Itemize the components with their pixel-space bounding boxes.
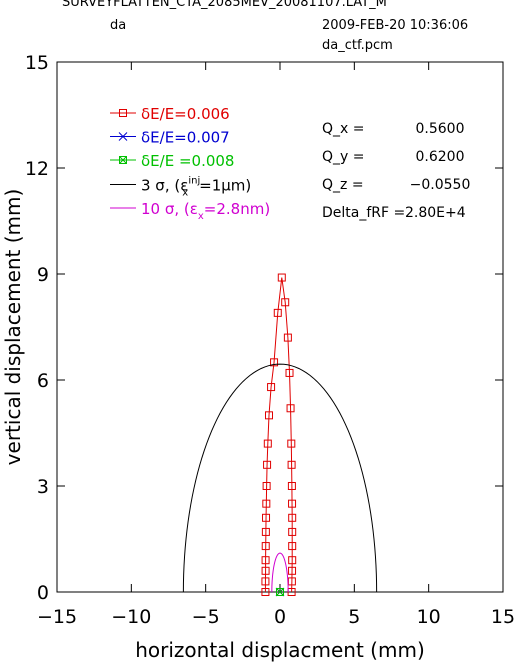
data-point-square [263, 460, 272, 469]
data-point-square [283, 333, 292, 342]
data-point-square [261, 556, 270, 565]
data-point-square [288, 527, 297, 536]
data-point-square [262, 482, 271, 490]
annotation-label-0: Q_x = [322, 121, 365, 137]
data-point-square [261, 588, 270, 596]
y-tick-label: 3 [37, 476, 49, 498]
data-point-boxed-x-cross [119, 156, 127, 164]
annotation-label-2: Q_z = [322, 177, 364, 193]
y-tick-label: 9 [37, 264, 49, 286]
legend-label-text: 10 σ, (ε [141, 200, 198, 218]
y-tick-label: 6 [37, 370, 49, 392]
data-point-square [287, 482, 296, 490]
x-tick-label: 0 [274, 606, 286, 628]
legend-label-text: 3 σ, (ε [141, 177, 188, 195]
y-axis-label: vertical displacement (mm) [1, 189, 25, 466]
legend-label-4: 10 σ, (εx=2.8nm) [141, 200, 270, 222]
data-point-square [287, 460, 296, 469]
x-tick-label: −10 [111, 606, 151, 628]
data-point-square [267, 383, 276, 392]
x-tick-label: 5 [348, 606, 360, 628]
annotation-label-3: Delta_fRF = [322, 205, 405, 221]
data-point-square [263, 439, 272, 448]
data-point-square [281, 298, 290, 307]
data-point-square [287, 439, 296, 448]
data-point-square [264, 411, 273, 420]
legend-label-sup: inj [188, 176, 200, 187]
series-layer [182, 273, 378, 597]
lattice-title: SURVEYFLATTEN_CTA_2085MEV_20081107.LAT_M [62, 0, 387, 10]
series-line-3 [182, 363, 378, 593]
annotation-value-0: 0.5600 [416, 121, 465, 137]
annotation-value-2: −0.0550 [410, 177, 471, 193]
data-point-square [270, 358, 279, 367]
y-tick-label: 12 [25, 158, 49, 180]
x-axis-label: horizontal displacment (mm) [135, 638, 425, 662]
data-point-square [273, 308, 282, 317]
legend-label-text: δE/E =0.008 [141, 152, 234, 170]
x-tick-label: −5 [192, 606, 220, 628]
data-point-square [277, 273, 286, 282]
data-point-square [288, 513, 297, 522]
data-point-square [261, 527, 270, 536]
legend-label-tail: =1μm) [199, 177, 251, 195]
data-point-x [118, 132, 128, 141]
data-point-square [261, 577, 270, 586]
data-point-square [286, 404, 295, 413]
annotation-value-1: 0.6200 [416, 149, 465, 165]
plot-frame [56, 61, 504, 593]
data-point-square [261, 566, 270, 575]
y-tick-label: 15 [25, 52, 49, 74]
legend-label-0: δE/E=0.006 [141, 105, 230, 123]
y-tick-label: 0 [37, 582, 49, 604]
legend-label-2: δE/E =0.008 [141, 152, 234, 170]
data-point-boxed-x-cross [276, 588, 284, 596]
series-line-0 [264, 277, 293, 593]
data-point-square [288, 556, 297, 565]
data-point-square [285, 368, 294, 377]
legend: δE/E=0.006 δE/E=0.007 δE/E =0.008 3 σ, (εin… [110, 105, 270, 222]
data-point-square [262, 513, 271, 522]
output-file: da_ctf.pcm [322, 38, 393, 53]
legend-label-text: δE/E=0.007 [141, 129, 230, 147]
legend-label-sub: x [182, 188, 188, 199]
x-tick-label: −15 [37, 606, 77, 628]
x-tick-label: 10 [417, 606, 441, 628]
data-point-square [119, 109, 127, 117]
data-point-square [261, 542, 270, 551]
legend-label-3: 3 σ, (εinj x =1μm) [141, 176, 251, 199]
data-point-square [262, 499, 271, 508]
data-point-boxed-x [276, 588, 284, 596]
x-tick-label: 15 [491, 606, 515, 628]
data-point-square [288, 542, 297, 551]
program-name: da [110, 18, 127, 33]
annotation-value-3: 2.80E+4 [405, 205, 466, 221]
legend-label-sub: x [198, 211, 204, 222]
data-point-square [288, 499, 297, 508]
legend-label-1: δE/E=0.007 [141, 129, 230, 147]
run-datetime: 2009-FEB-20 10:36:06 [322, 18, 469, 33]
annotations: Q_x = 0.5600 Q_y = 0.6200 Q_z = −0.0550 Delta_… [322, 121, 470, 221]
data-point-square [288, 566, 297, 575]
axis-ticks: −15 −10 −5 0 5 10 15 0 3 6 9 12 15 [25, 52, 515, 628]
legend-label-text: δE/E=0.006 [141, 105, 230, 123]
data-point-square [287, 577, 296, 586]
series-line-4 [271, 552, 289, 593]
annotation-label-1: Q_y = [322, 149, 365, 165]
data-point-boxed-x [119, 156, 127, 164]
legend-label-tail: =2.8nm) [204, 200, 270, 218]
